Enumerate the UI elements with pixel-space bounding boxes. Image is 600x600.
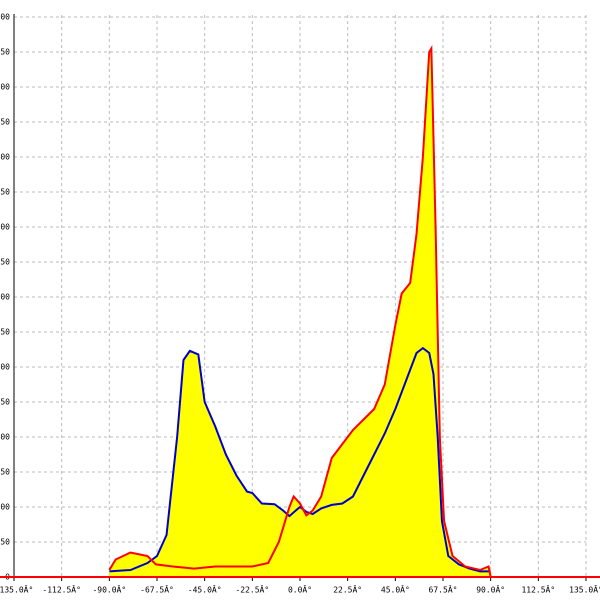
y-tick-label: 500	[0, 223, 10, 232]
y-tick-label: 750	[0, 48, 10, 57]
x-tick-label: 0.0Â°	[288, 584, 312, 595]
y-tick-label: 350	[0, 328, 10, 337]
series-line	[108, 45, 492, 578]
x-tick-label: -45.0Â°	[188, 584, 222, 595]
x-tick-label: 112.5Â°	[521, 584, 555, 595]
x-tick-label: 135.0Â°	[569, 584, 600, 595]
y-tick-label: 800	[0, 13, 10, 22]
x-tick-label: 90.0Â°	[476, 584, 505, 595]
y-tick-label: 200	[0, 433, 10, 442]
y-tick-label: 150	[0, 468, 10, 477]
y-tick-label: 300	[0, 363, 10, 372]
y-tick-label: 450	[0, 258, 10, 267]
x-tick-label: 67.5Â°	[429, 584, 458, 595]
y-tick-label: 250	[0, 398, 10, 407]
x-tick-label: -90.0Â°	[92, 584, 126, 595]
y-tick-label: 100	[0, 503, 10, 512]
x-tick-label: -135.0Â°	[0, 584, 33, 595]
x-tick-label: -112.5Â°	[42, 584, 81, 595]
x-tick-label: -22.5Â°	[235, 584, 269, 595]
y-tick-label: 400	[0, 293, 10, 302]
y-tick-label: 700	[0, 83, 10, 92]
area-fill	[109, 48, 491, 577]
x-tick-label: -67.5Â°	[140, 584, 174, 595]
series-line	[109, 346, 491, 573]
y-tick-label: 50	[0, 538, 10, 547]
y-tick-label: 650	[0, 118, 10, 127]
y-tick-label: 550	[0, 188, 10, 197]
x-tick-label: 22.5Â°	[333, 584, 362, 595]
y-tick-label: 600	[0, 153, 10, 162]
x-tick-label: 45.0Â°	[381, 584, 410, 595]
